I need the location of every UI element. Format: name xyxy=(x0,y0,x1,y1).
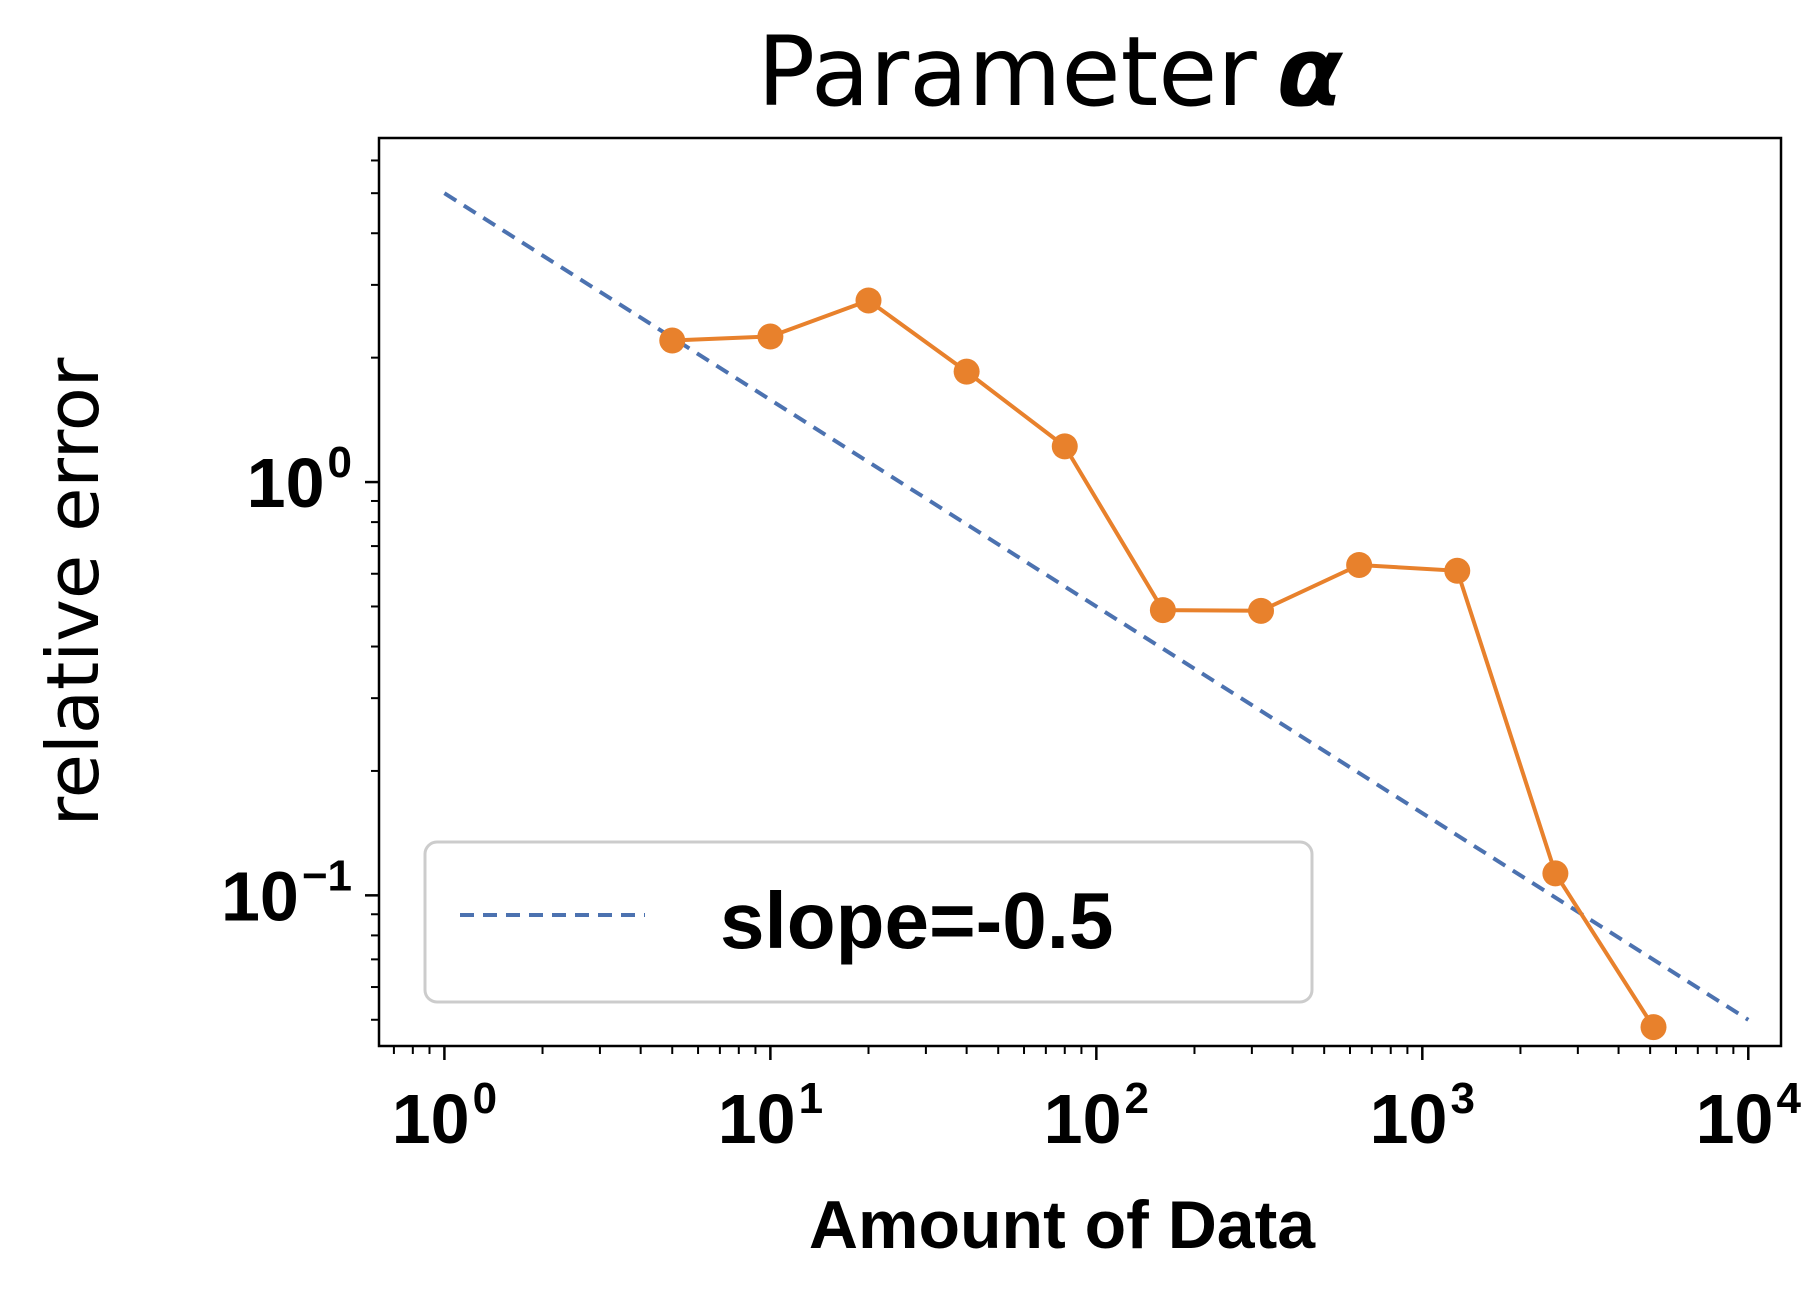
chart-title: Parameter α xyxy=(757,16,1343,128)
data-point xyxy=(855,287,882,314)
data-point xyxy=(1051,433,1078,460)
x-tick-label: 100 xyxy=(392,1074,497,1158)
x-tick-label: 101 xyxy=(718,1074,823,1158)
data-point xyxy=(953,358,980,385)
legend-box xyxy=(423,840,1314,1004)
y-axis-ticks: 100 10−1 xyxy=(221,438,379,935)
x-tick-label: 102 xyxy=(1044,1074,1149,1158)
data-point xyxy=(1248,597,1275,624)
x-tick-label: 104 xyxy=(1696,1074,1802,1158)
series-reference-line xyxy=(443,191,1750,1022)
x-axis-label: Amount of Data xyxy=(809,1187,1316,1263)
data-point xyxy=(1542,860,1569,887)
data-point xyxy=(1444,557,1471,584)
legend-label: slope=-0.5 xyxy=(720,876,1114,965)
data-point xyxy=(1149,597,1176,624)
data-point xyxy=(757,323,784,350)
plot-frame xyxy=(377,136,1783,1048)
data-point xyxy=(659,327,686,354)
data-point xyxy=(1346,551,1373,578)
y-axis-label: relative error xyxy=(31,357,115,826)
series-layer xyxy=(443,191,1750,1041)
x-tick-label: 103 xyxy=(1370,1074,1475,1158)
y-tick-label: 100 xyxy=(247,438,352,522)
y-tick-label: 10−1 xyxy=(221,851,352,935)
data-point xyxy=(1640,1014,1667,1041)
minor-ticks xyxy=(371,159,1735,1054)
legend: slope=-0.5 xyxy=(423,840,1314,1004)
x-axis-ticks: 100 101 102 103 104 xyxy=(392,1046,1802,1158)
chart-title-symbol: α xyxy=(1277,16,1344,128)
